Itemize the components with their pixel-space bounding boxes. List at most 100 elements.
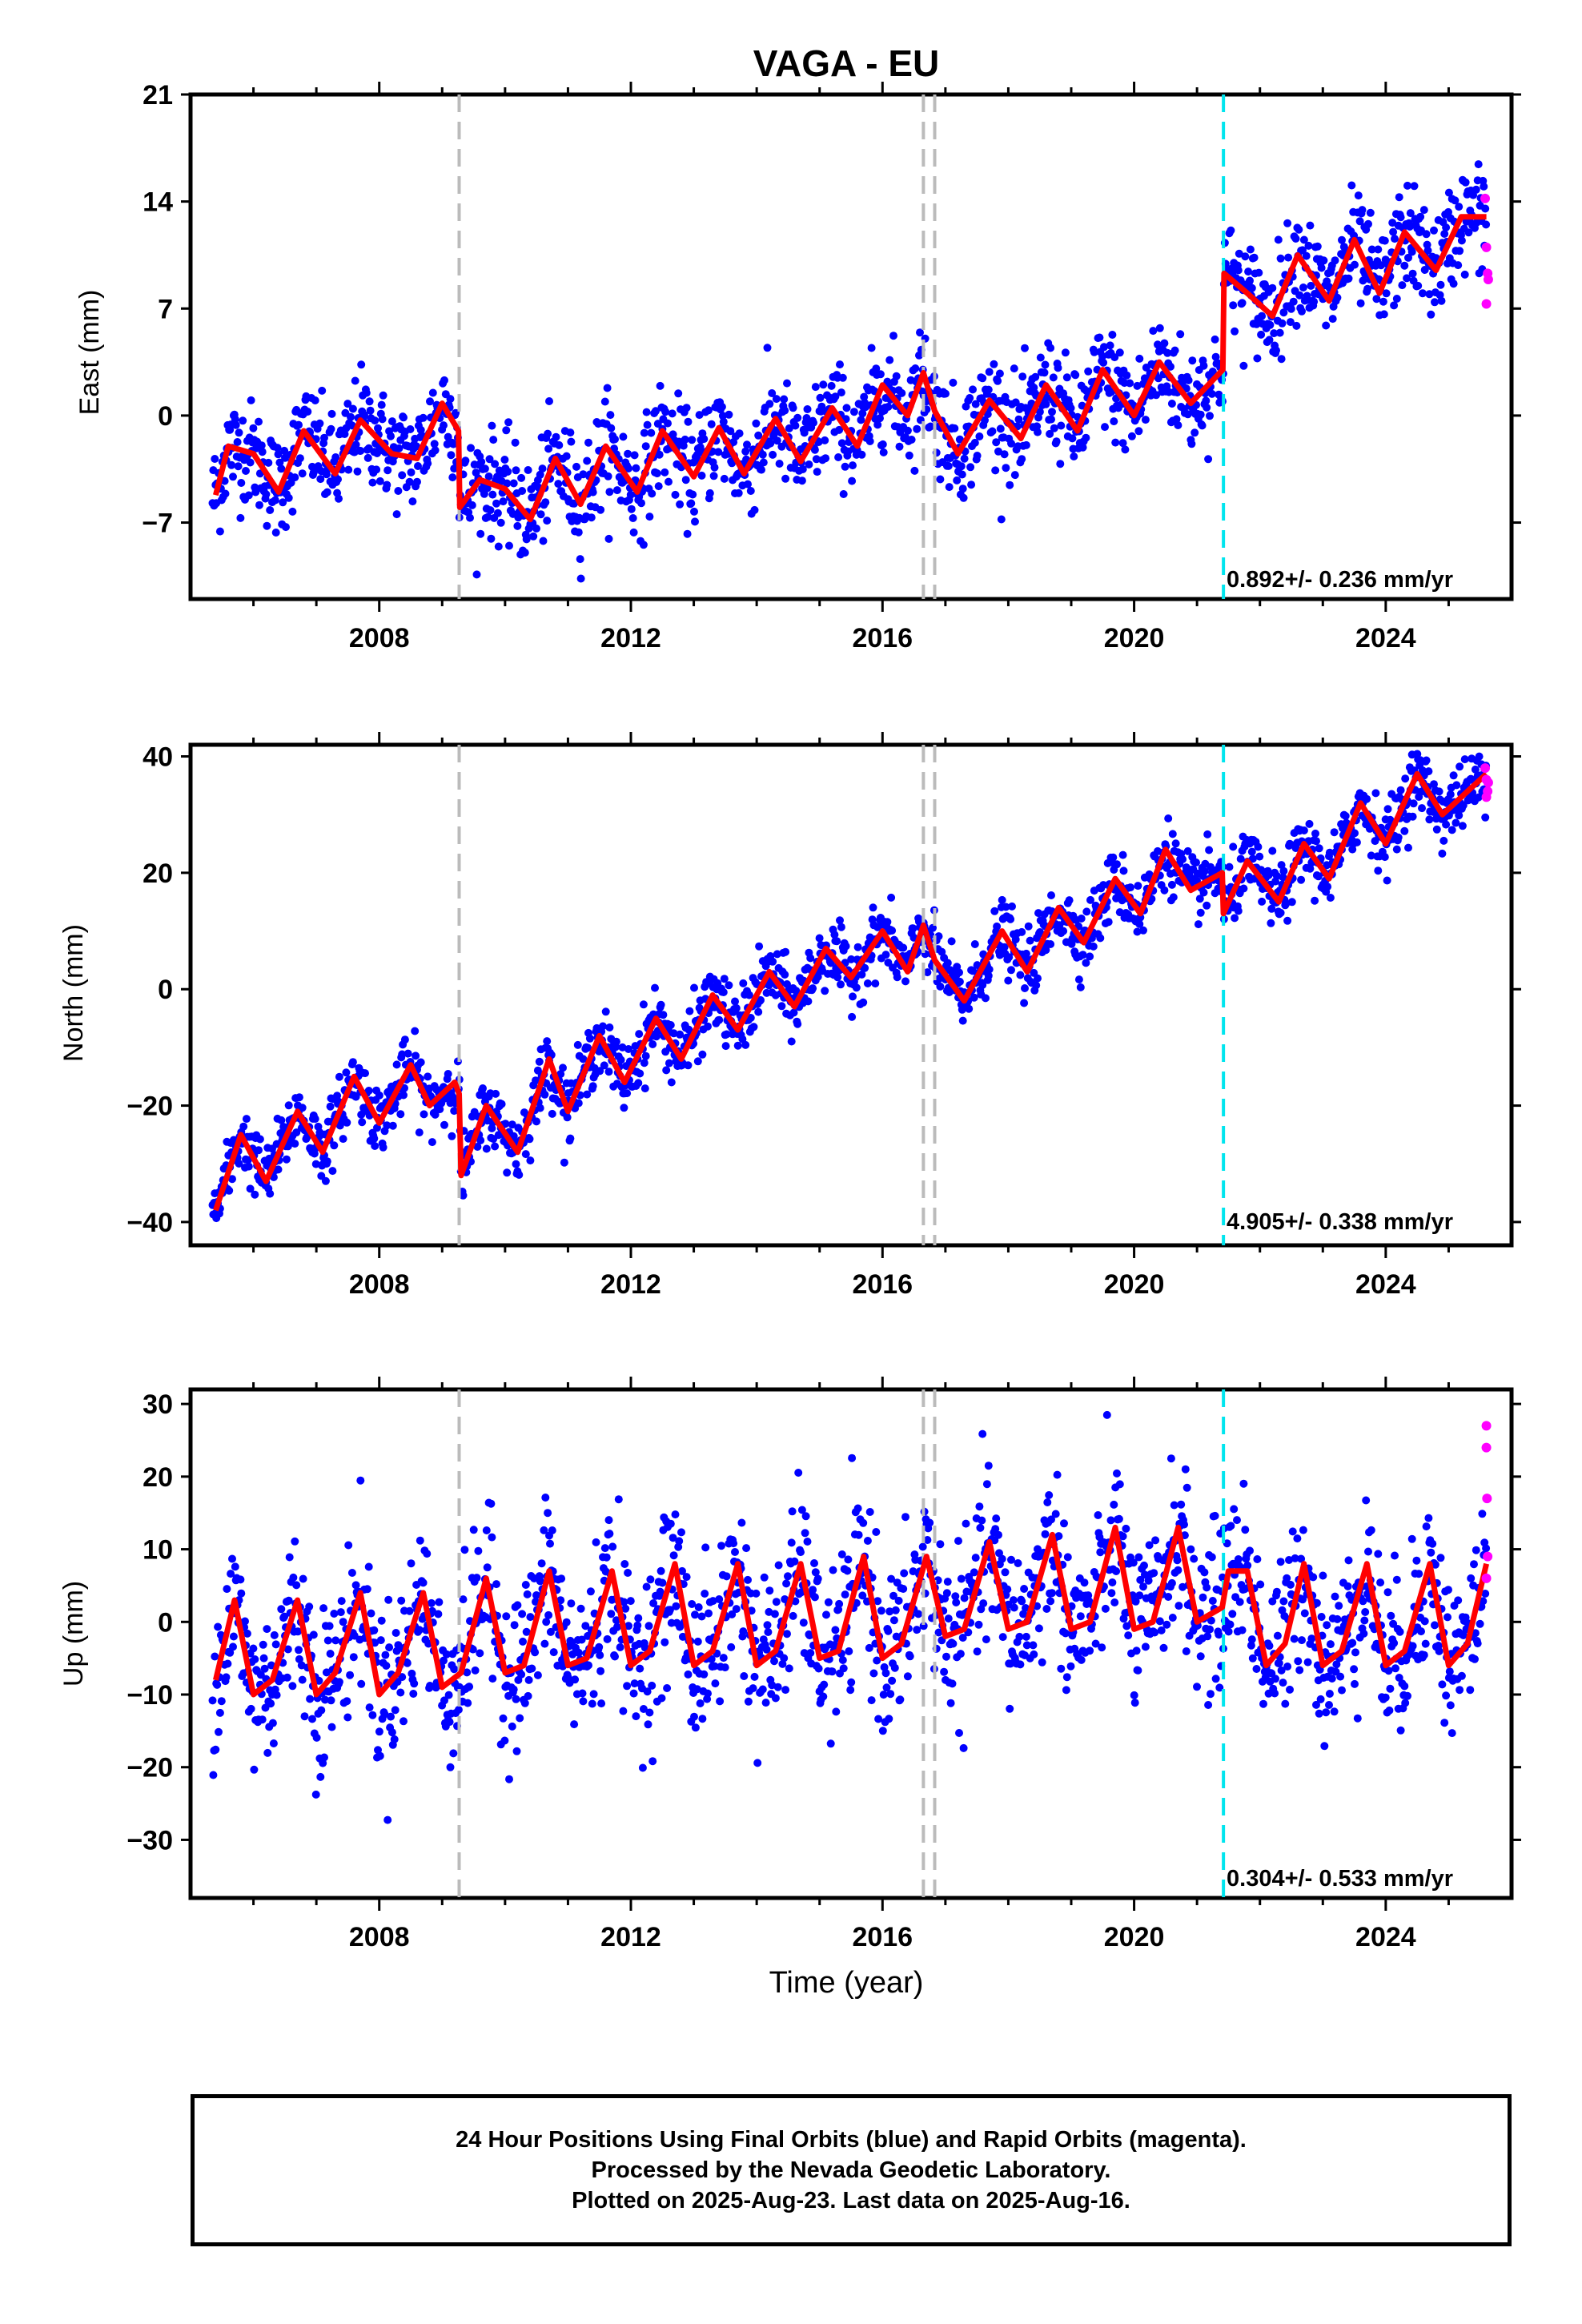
north-data-point (749, 1023, 758, 1031)
north-data-point (1276, 908, 1285, 917)
up-data-point (446, 1763, 455, 1771)
north-data-point (639, 1000, 648, 1009)
east-data-point (669, 430, 677, 439)
east-data-point (1141, 416, 1150, 424)
up-data-point (1118, 1532, 1127, 1541)
up-data-point (357, 1679, 366, 1688)
north-data-point (311, 1115, 319, 1124)
up-data-point (365, 1703, 374, 1712)
east-data-point (430, 440, 439, 448)
north-data-point (757, 995, 765, 1004)
up-data-point (1001, 1568, 1010, 1577)
north-data-point (1267, 919, 1275, 927)
north-data-point (789, 1008, 798, 1017)
up-data-point (873, 1656, 881, 1665)
east-data-point (639, 541, 648, 549)
east-data-point (1299, 283, 1307, 292)
up-data-point (321, 1695, 329, 1704)
up-data-point (1238, 1626, 1247, 1634)
up-data-point (502, 1612, 511, 1621)
east-data-point (477, 457, 486, 466)
up-data-point (1045, 1491, 1054, 1499)
up-data-point (1215, 1683, 1224, 1692)
north-data-point (266, 1189, 275, 1198)
east-data-point (1456, 247, 1464, 255)
north-data-point (1016, 971, 1025, 979)
up-data-point (375, 1727, 383, 1736)
east-data-point (619, 432, 628, 441)
north-data-point (503, 1168, 512, 1177)
up-data-point (774, 1561, 783, 1570)
up-data-point (1134, 1666, 1142, 1675)
east-data-point (816, 393, 825, 402)
up-data-point (1155, 1617, 1164, 1626)
east-data-point (1455, 203, 1464, 211)
up-data-point (711, 1679, 720, 1688)
east-data-point (360, 411, 368, 420)
north-data-point (934, 932, 943, 941)
east-data-point (489, 436, 498, 444)
east-data-point (983, 410, 992, 419)
up-data-point (979, 1599, 988, 1608)
east-data-point (1338, 235, 1346, 244)
up-data-point (648, 1681, 656, 1690)
up-data-point (794, 1469, 803, 1477)
east-data-point (652, 469, 661, 478)
up-data-point (1151, 1536, 1160, 1545)
east-data-point (487, 534, 496, 543)
up-data-point (213, 1680, 222, 1689)
up-data-point (546, 1539, 554, 1548)
up-data-point (356, 1476, 365, 1485)
up-data-point (1182, 1483, 1191, 1492)
east-data-point (836, 360, 844, 369)
east-data-point (766, 439, 775, 448)
up-data-point (1034, 1624, 1043, 1633)
up-data-point (465, 1683, 474, 1691)
up-data-point (288, 1682, 297, 1691)
east-data-point (835, 425, 844, 434)
east-data-point (759, 458, 768, 467)
east-data-point (831, 392, 840, 401)
up-data-point (1276, 1558, 1285, 1566)
north-data-point (243, 1156, 252, 1164)
up-data-point (764, 1628, 773, 1636)
up-data-point (381, 1651, 390, 1659)
up-data-point (1199, 1593, 1207, 1602)
up-data-point (1174, 1602, 1183, 1610)
north-data-point (731, 997, 739, 1006)
up-data-point (848, 1454, 857, 1462)
up-data-point (1247, 1641, 1255, 1650)
north-data-point (536, 1104, 544, 1112)
north-data-point (1225, 862, 1234, 871)
east-data-point (579, 470, 588, 479)
north-data-point (693, 1057, 702, 1066)
up-data-point (548, 1526, 556, 1534)
up-data-point (309, 1630, 318, 1639)
up-data-point (526, 1613, 535, 1622)
east-data-point (576, 574, 585, 583)
east-data-point (574, 528, 583, 537)
up-data-point (691, 1723, 700, 1732)
east-data-point (1152, 391, 1161, 400)
up-data-point (1066, 1662, 1075, 1671)
east-data-point (1406, 209, 1415, 218)
east-velocity-label: 0.892+/- 0.236 mm/yr (1227, 567, 1453, 593)
up-data-point (592, 1538, 600, 1546)
east-data-point (1391, 235, 1399, 243)
up-data-point (626, 1597, 635, 1606)
east-data-point (752, 419, 761, 428)
east-data-point (1480, 182, 1488, 191)
east-data-point (280, 446, 289, 455)
north-data-point (1456, 762, 1464, 771)
north-data-point (725, 981, 733, 990)
up-data-point (1268, 1597, 1277, 1606)
north-data-point (1394, 833, 1403, 842)
up-data-point (291, 1537, 299, 1546)
north-data-point (444, 1070, 452, 1078)
east-data-point (383, 480, 391, 489)
up-data-point (1312, 1700, 1320, 1709)
up-data-point (1102, 1410, 1111, 1419)
north-data-point (676, 1030, 685, 1039)
north-data-point (1452, 818, 1460, 827)
